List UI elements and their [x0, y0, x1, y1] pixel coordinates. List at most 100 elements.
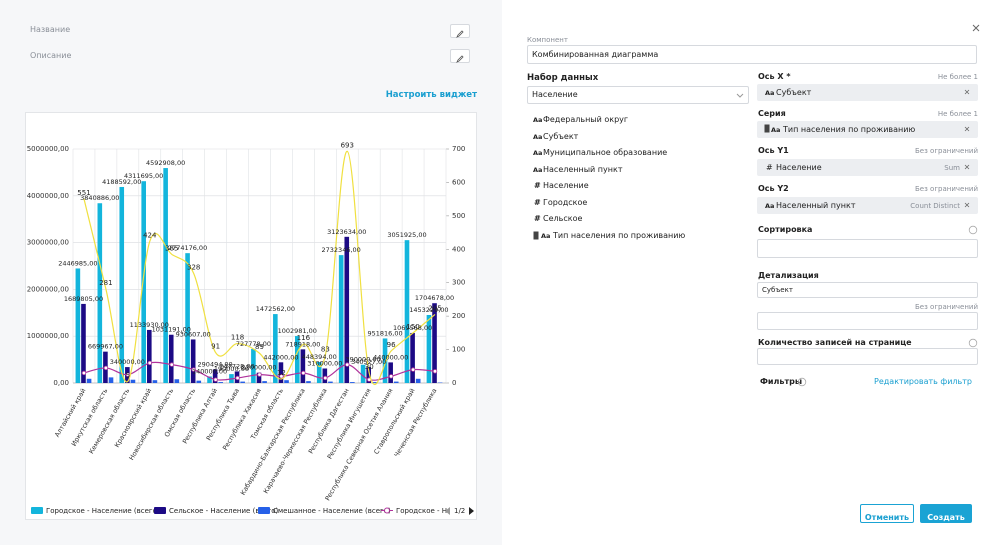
data-label: 340527,00 — [351, 358, 386, 366]
x-tick-label: Ставропольский край — [372, 387, 416, 456]
y2-tick-label: 600 — [452, 178, 465, 186]
line-marker — [213, 377, 218, 382]
data-label: 1704678,00 — [415, 294, 454, 302]
component-value: Комбинированная диаграмма — [532, 50, 659, 59]
chip-remove[interactable] — [964, 202, 970, 208]
data-label: 951816,00 — [367, 329, 402, 337]
sorting-input[interactable] — [757, 239, 978, 258]
data-label: 340000,00 — [110, 358, 145, 366]
field-label[interactable]: Тип населения по проживанию — [553, 230, 686, 240]
data-label: 3051925,00 — [387, 231, 426, 239]
detail-limit: Без ограничений — [915, 303, 978, 311]
name-label: Название — [30, 25, 71, 34]
data-label: 205 — [428, 304, 441, 312]
bar — [174, 379, 180, 383]
legend-next[interactable] — [469, 507, 474, 515]
line-marker — [147, 360, 152, 366]
field-label[interactable]: Муниципальное образование — [543, 148, 668, 157]
chip-remove[interactable] — [964, 164, 970, 170]
close-button[interactable] — [971, 23, 981, 33]
bar — [212, 369, 218, 383]
y2-tick-label: 200 — [452, 312, 465, 320]
axis-y2-chip[interactable] — [757, 197, 978, 214]
component-select[interactable] — [527, 45, 977, 64]
edit-filter-link[interactable]: Редактировать фильтр — [874, 377, 972, 386]
chip-aggregation: Count Distinct — [910, 202, 960, 210]
data-label: 2732346,00 — [322, 246, 361, 254]
bar — [168, 334, 174, 383]
data-label: 440000,00 — [373, 353, 408, 361]
create-button[interactable]: Создать — [920, 504, 972, 523]
detail-input[interactable] — [757, 312, 978, 330]
field-label[interactable]: Городское — [543, 197, 588, 207]
edit-name-button[interactable] — [450, 24, 470, 38]
help-icon — [968, 225, 978, 235]
bar — [322, 368, 328, 383]
chip-remove[interactable] — [964, 126, 970, 132]
line-marker — [301, 370, 306, 376]
axis-y1-chip[interactable] — [757, 159, 978, 176]
chip-label: Население — [776, 163, 822, 172]
x-tick-label: Республика Хакасия — [221, 387, 263, 452]
legend-prev[interactable] — [445, 507, 450, 515]
bar — [207, 376, 212, 383]
axis-y2-title: Ось Y2 — [758, 184, 789, 193]
field-label[interactable]: Сельское — [543, 214, 583, 223]
chip-label: Населенный пункт — [776, 201, 856, 210]
field-label[interactable]: Федеральный округ — [543, 115, 629, 124]
bar — [256, 372, 262, 383]
field-label[interactable]: Субъект — [543, 131, 579, 141]
field-label[interactable]: Населенный пункт — [543, 164, 623, 174]
page-size-input[interactable] — [757, 348, 978, 365]
field-icon: # — [534, 197, 541, 207]
chip-icon: Aa — [765, 89, 775, 97]
pencil-icon — [456, 30, 464, 38]
configure-link[interactable]: Настроить виджет — [385, 90, 477, 100]
cancel-button[interactable]: Отменить — [860, 504, 914, 523]
bar — [108, 377, 114, 383]
bar — [415, 378, 421, 383]
axis-x-chip[interactable] — [757, 84, 978, 101]
line-marker — [235, 375, 240, 381]
data-label: 669967,00 — [88, 343, 123, 351]
legend-page: 1/2 — [454, 507, 465, 515]
x-tick-label: Республика Дагестан — [307, 387, 351, 455]
field-label[interactable]: Население — [543, 181, 589, 190]
data-label: 4592908,00 — [146, 159, 185, 167]
bar — [251, 348, 256, 383]
data-label: 91 — [211, 343, 220, 351]
chip-aggregation: Sum — [944, 164, 960, 172]
data-label: 718918,00 — [285, 340, 320, 348]
detail-value: Субъект — [762, 286, 793, 294]
data-label: 2774176,00 — [168, 244, 207, 252]
bar — [300, 349, 306, 383]
chip-remove[interactable] — [964, 89, 970, 95]
bar — [273, 314, 278, 383]
bar — [404, 240, 410, 383]
series-chip[interactable] — [757, 121, 978, 138]
y-tick-label: 1000000,00 — [27, 332, 69, 340]
bar — [278, 362, 284, 383]
field-icon: Aa — [533, 116, 543, 124]
edit-description-button[interactable] — [450, 49, 470, 63]
y2-tick-label: 400 — [452, 245, 465, 253]
legend-label: Городское - Население (всего) — [46, 507, 160, 515]
y2-tick-label: 500 — [452, 212, 465, 220]
doc-icon — [764, 124, 770, 133]
dataset-select[interactable] — [527, 86, 749, 104]
bar — [141, 181, 146, 383]
bar — [146, 329, 152, 383]
field-icon: Aa — [541, 231, 551, 240]
bar — [306, 381, 311, 383]
detail-select[interactable] — [757, 282, 978, 298]
page-size-title: Количество записей на странице — [758, 338, 912, 347]
data-label: 118 — [231, 334, 244, 342]
line-marker — [81, 370, 87, 376]
data-label: 116 — [297, 334, 311, 342]
bar — [328, 381, 333, 383]
data-label: 727778,00 — [236, 340, 271, 348]
bar — [97, 203, 103, 383]
y2-tick-label: 0 — [452, 379, 456, 387]
line-marker — [323, 375, 328, 381]
data-label: 190000,00 — [214, 365, 249, 373]
